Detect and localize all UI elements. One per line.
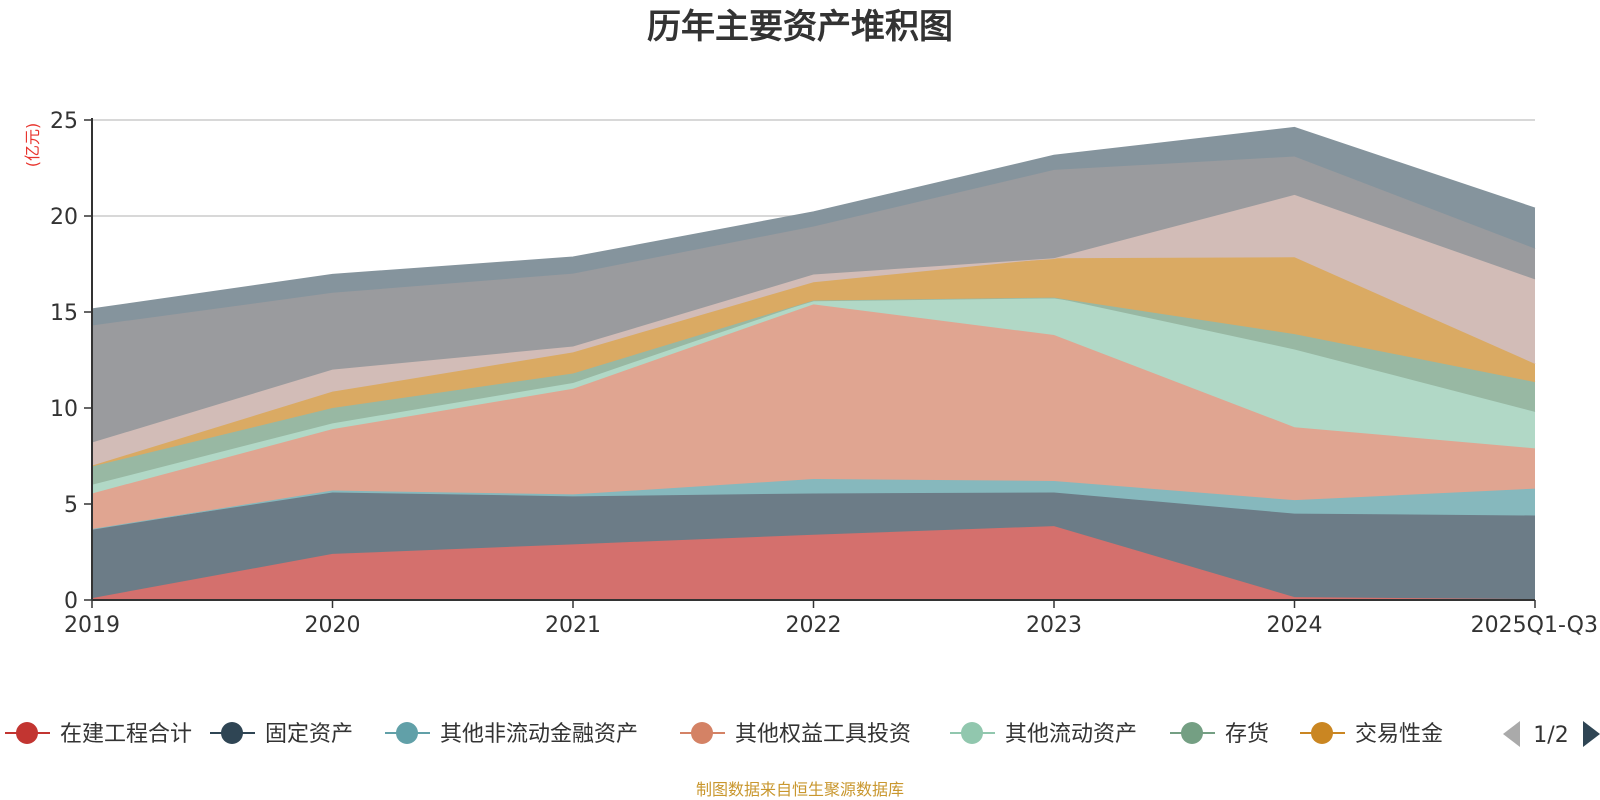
y-axis-unit-label: (亿元) bbox=[23, 123, 42, 168]
legend-label: 其他非流动金融资产 bbox=[440, 722, 638, 747]
legend-prev-page-icon[interactable] bbox=[1503, 721, 1520, 747]
area-其他流动资产 bbox=[92, 297, 1535, 494]
area-series-group bbox=[91, 126, 1536, 600]
y-tick-label: 0 bbox=[64, 589, 78, 614]
area-series-9 bbox=[92, 156, 1535, 443]
legend-label: 交易性金 bbox=[1355, 722, 1443, 747]
legend-label: 存货 bbox=[1225, 722, 1269, 747]
legend-marker bbox=[961, 722, 983, 744]
area-在建工程合计 bbox=[92, 526, 1535, 600]
legend-next-page-icon[interactable] bbox=[1583, 721, 1600, 747]
legend-item[interactable]: 其他非流动金融资产 bbox=[385, 722, 638, 747]
chart-title: 历年主要资产堆积图 bbox=[647, 7, 953, 47]
y-tick-label: 20 bbox=[50, 205, 78, 230]
x-tick-label: 2022 bbox=[786, 613, 842, 638]
legend-marker bbox=[16, 722, 38, 744]
x-tick-label: 2020 bbox=[305, 613, 361, 638]
legend-marker bbox=[1181, 722, 1203, 744]
legend-item[interactable]: 其他流动资产 bbox=[950, 722, 1137, 747]
y-tick-label: 5 bbox=[64, 493, 78, 518]
area-series-10 bbox=[92, 127, 1535, 326]
x-tick-label: 2025Q1-Q3 bbox=[1471, 613, 1598, 638]
legend-item[interactable]: 固定资产 bbox=[210, 722, 353, 747]
y-tick-label: 15 bbox=[50, 301, 78, 326]
legend-label: 固定资产 bbox=[265, 722, 353, 747]
area-其他权益工具投资 bbox=[92, 304, 1535, 529]
legend-marker bbox=[221, 722, 243, 744]
x-tick-label: 2024 bbox=[1267, 613, 1323, 638]
legend-marker bbox=[691, 722, 713, 744]
area-edge-series-10 bbox=[91, 126, 1536, 310]
axes: 0 5 10 15 20 25 2019 2020 2021 2022 2023 2024 2025Q1… bbox=[50, 109, 1598, 638]
y-tick-label: 25 bbox=[50, 109, 78, 134]
legend-label: 在建工程合计 bbox=[60, 722, 192, 747]
legend-item[interactable]: 交易性金 bbox=[1300, 722, 1443, 747]
legend-label: 其他流动资产 bbox=[1005, 722, 1137, 747]
legend-item[interactable]: 存货 bbox=[1170, 722, 1269, 747]
legend-item[interactable]: 在建工程合计 bbox=[5, 722, 192, 747]
data-source-note: 制图数据来自恒生聚源数据库 bbox=[696, 780, 904, 799]
legend-item[interactable]: 其他权益工具投资 bbox=[680, 722, 911, 747]
area-其他非流动金融资产 bbox=[92, 479, 1535, 529]
legend-marker bbox=[1311, 722, 1333, 744]
area-交易性金 bbox=[92, 257, 1535, 467]
x-tick-label: 2019 bbox=[64, 613, 120, 638]
legend-label: 其他权益工具投资 bbox=[735, 722, 911, 747]
y-tick-label: 10 bbox=[50, 397, 78, 422]
legend-marker bbox=[396, 722, 418, 744]
legend: 在建工程合计 固定资产 其他非流动金融资产 其他权益工具投资 其他流动资产 存货 交易性金 1… bbox=[5, 721, 1600, 748]
area-固定资产 bbox=[92, 492, 1535, 600]
x-tick-label: 2023 bbox=[1026, 613, 1082, 638]
x-tick-label: 2021 bbox=[545, 613, 601, 638]
legend-page-indicator: 1/2 bbox=[1533, 723, 1568, 748]
